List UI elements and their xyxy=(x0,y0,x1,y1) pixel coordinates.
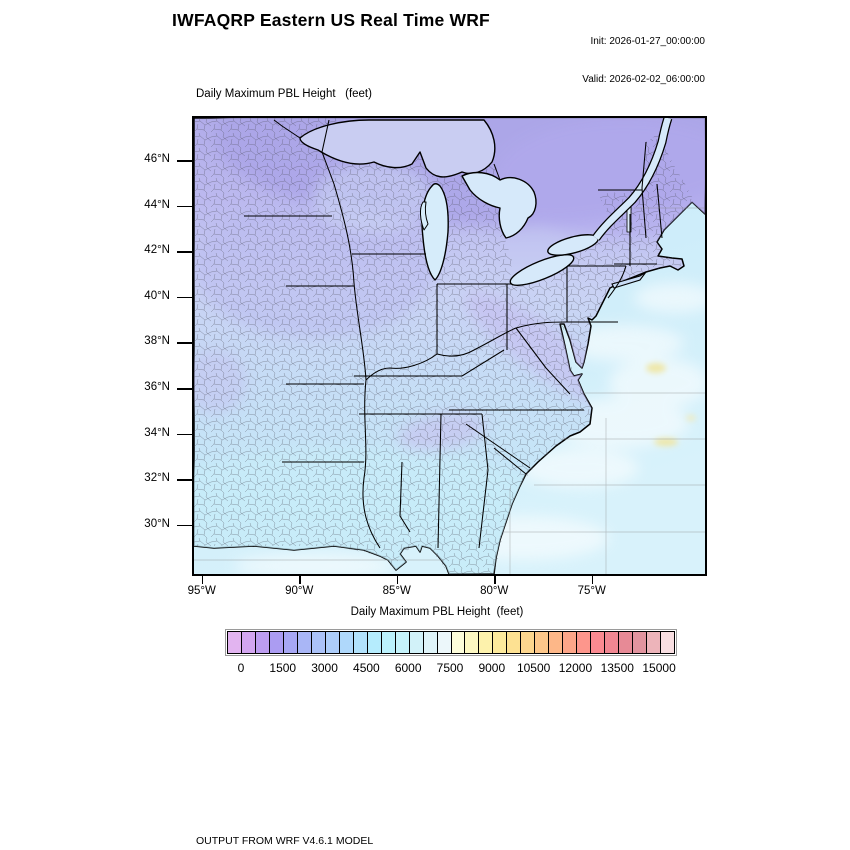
colorbar-box xyxy=(563,632,578,653)
colorbar-box xyxy=(661,632,674,653)
colorbar-box xyxy=(297,632,312,653)
lon-tick-mark xyxy=(396,574,399,584)
colorbar-box xyxy=(311,632,326,653)
lat-tick-mark xyxy=(177,479,192,481)
lake-michigan xyxy=(421,183,449,281)
colorbar-box xyxy=(423,632,438,653)
colorbar-box xyxy=(241,632,256,653)
colorbar-tick-label: 15000 xyxy=(642,661,676,675)
colorbar-tick-label: 0 xyxy=(237,661,245,675)
lat-tick-mark xyxy=(177,251,192,253)
lon-tick-label: 90°W xyxy=(285,585,314,597)
map-title: Daily Maximum PBL Height (feet) xyxy=(196,88,372,100)
map-canvas xyxy=(194,118,705,574)
colorbar-box xyxy=(521,632,536,653)
colorbar-box xyxy=(437,632,452,653)
colorbar-tick-label: 12000 xyxy=(558,661,593,675)
lat-tick-mark xyxy=(177,524,192,527)
lat-tick-label: 30°N xyxy=(144,517,170,530)
colorbar-box xyxy=(367,632,382,653)
colorbar-tick-label: 7500 xyxy=(436,661,464,675)
colorbar-tick-label: 6000 xyxy=(394,661,422,675)
lon-tick-mark xyxy=(591,574,594,584)
colorbar-tick-label: 10500 xyxy=(516,661,551,675)
page-title: IWFAQRP Eastern US Real Time WRF xyxy=(172,10,490,30)
lat-tick-label: 34°N xyxy=(144,426,170,439)
lat-tick-mark xyxy=(177,205,192,208)
colorbar-tick-label: 9000 xyxy=(478,661,506,675)
colorbar-box xyxy=(339,632,354,653)
colorbar-box xyxy=(633,632,648,653)
colorbar-box xyxy=(549,632,564,653)
colorbar-box xyxy=(605,632,620,653)
lon-tick-mark xyxy=(201,574,204,584)
footer-line-1: OUTPUT FROM WRF V4.6.1 MODEL xyxy=(196,835,374,847)
lat-tick-label: 32°N xyxy=(144,472,170,485)
colorbar-box xyxy=(493,632,508,653)
colorbar-box xyxy=(479,632,494,653)
lat-tick-mark xyxy=(177,160,192,162)
lat-tick-mark xyxy=(177,433,192,436)
lat-tick-mark xyxy=(177,388,192,390)
colorbar-box xyxy=(591,632,606,653)
lon-tick-label: 95°W xyxy=(187,585,216,597)
colorbar-box xyxy=(381,632,396,653)
lat-tick-label: 42°N xyxy=(144,244,170,257)
colorbar-tick-label: 13500 xyxy=(600,661,634,675)
long-island xyxy=(611,271,647,289)
lat-tick-label: 44°N xyxy=(144,198,170,211)
lon-tick-label: 75°W xyxy=(577,585,606,597)
colorbar-box xyxy=(283,632,298,653)
map-plot xyxy=(192,116,707,576)
green-bay xyxy=(420,201,429,231)
great-lakes xyxy=(299,119,632,286)
lon-tick-label: 85°W xyxy=(382,585,411,597)
footer-model-info: OUTPUT FROM WRF V4.6.1 MODEL WE = 310 ; … xyxy=(196,808,609,850)
colorbar-tick-label: 3000 xyxy=(311,661,338,675)
lon-tick-label: 80°W xyxy=(480,585,509,597)
colorbar-box xyxy=(269,632,284,653)
colorbar-box xyxy=(507,632,522,653)
colorbar-box xyxy=(409,632,424,653)
colorbar-box xyxy=(535,632,550,653)
state-borders xyxy=(244,119,663,549)
colorbar-box xyxy=(619,632,634,653)
lat-tick-mark xyxy=(177,296,192,299)
colorbar-box xyxy=(325,632,340,653)
lon-tick-mark xyxy=(299,574,301,584)
colorbar-tick-label: 4500 xyxy=(353,661,380,675)
colorbar-box xyxy=(451,632,466,653)
lat-tick-label: 38°N xyxy=(144,335,170,348)
lon-tick-mark xyxy=(494,574,496,584)
model-run-times: Init: 2026-01-27_00:00:00 Valid: 2026-02… xyxy=(540,11,705,111)
lat-tick-label: 36°N xyxy=(144,381,170,393)
colorbar-box xyxy=(395,632,410,653)
lat-tick-mark xyxy=(177,342,192,344)
offshore-max-specks xyxy=(646,363,696,446)
colorbar-box xyxy=(353,632,368,653)
lake-superior xyxy=(299,119,496,178)
graticule xyxy=(194,207,705,574)
colorbar-box xyxy=(577,632,592,653)
colorbar-box xyxy=(465,632,480,653)
colorbar xyxy=(224,628,678,657)
colorbar-box xyxy=(228,632,242,653)
colorbar-title: Daily Maximum PBL Height (feet) xyxy=(350,606,524,618)
colorbar-tick-label: 1500 xyxy=(269,661,297,675)
st-lawrence-river xyxy=(592,118,673,241)
lat-tick-label: 46°N xyxy=(144,153,170,165)
init-time: Init: 2026-01-27_00:00:00 xyxy=(590,36,705,47)
valid-time: Valid: 2026-02-02_06:00:00 xyxy=(582,73,705,85)
colorbar-box xyxy=(255,632,270,653)
colorbar-box xyxy=(647,632,662,653)
lat-tick-label: 40°N xyxy=(144,289,170,302)
lake-erie xyxy=(509,254,575,286)
